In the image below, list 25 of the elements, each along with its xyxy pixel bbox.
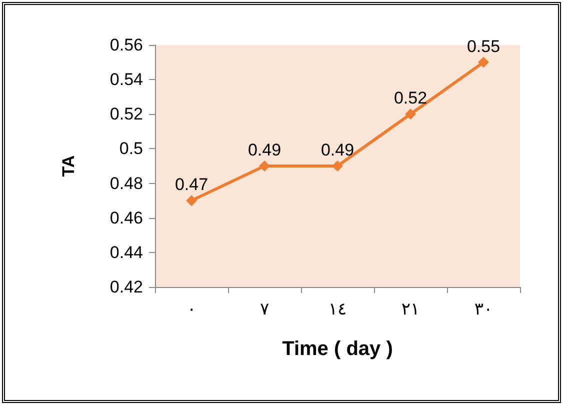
data-label: 0.52 xyxy=(394,88,428,108)
y-tick-label: 0.42 xyxy=(110,278,143,296)
data-label: 0.47 xyxy=(174,175,208,194)
x-tick-label: ٢١ xyxy=(401,300,420,320)
x-tick-label: ٣٠ xyxy=(474,300,493,320)
x-tick-label: ٠ xyxy=(186,300,196,320)
point xyxy=(405,108,416,120)
data-label: 0.49 xyxy=(248,140,282,160)
y-tick-label: 0.48 xyxy=(110,174,143,193)
point xyxy=(478,56,489,68)
y-tick-label: 0.46 xyxy=(110,208,143,228)
point xyxy=(259,160,270,172)
y-tick-label: 0.54 xyxy=(110,70,143,90)
y-tick-label: 0.56 xyxy=(110,36,143,54)
y-tick-label: 0.44 xyxy=(110,242,143,262)
y-tick-label: 0.5 xyxy=(119,139,143,158)
data-label: 0.49 xyxy=(320,140,354,160)
data-label: 0.55 xyxy=(466,36,500,56)
y-axis-title: TA xyxy=(59,155,78,177)
x-tick-label: ١٤ xyxy=(328,300,347,320)
x-axis-title: Time ( day ) xyxy=(282,338,393,360)
point xyxy=(332,160,343,172)
y-tick-label: 0.52 xyxy=(110,104,143,124)
point xyxy=(186,195,197,206)
x-tick-label: ٧ xyxy=(260,300,270,320)
